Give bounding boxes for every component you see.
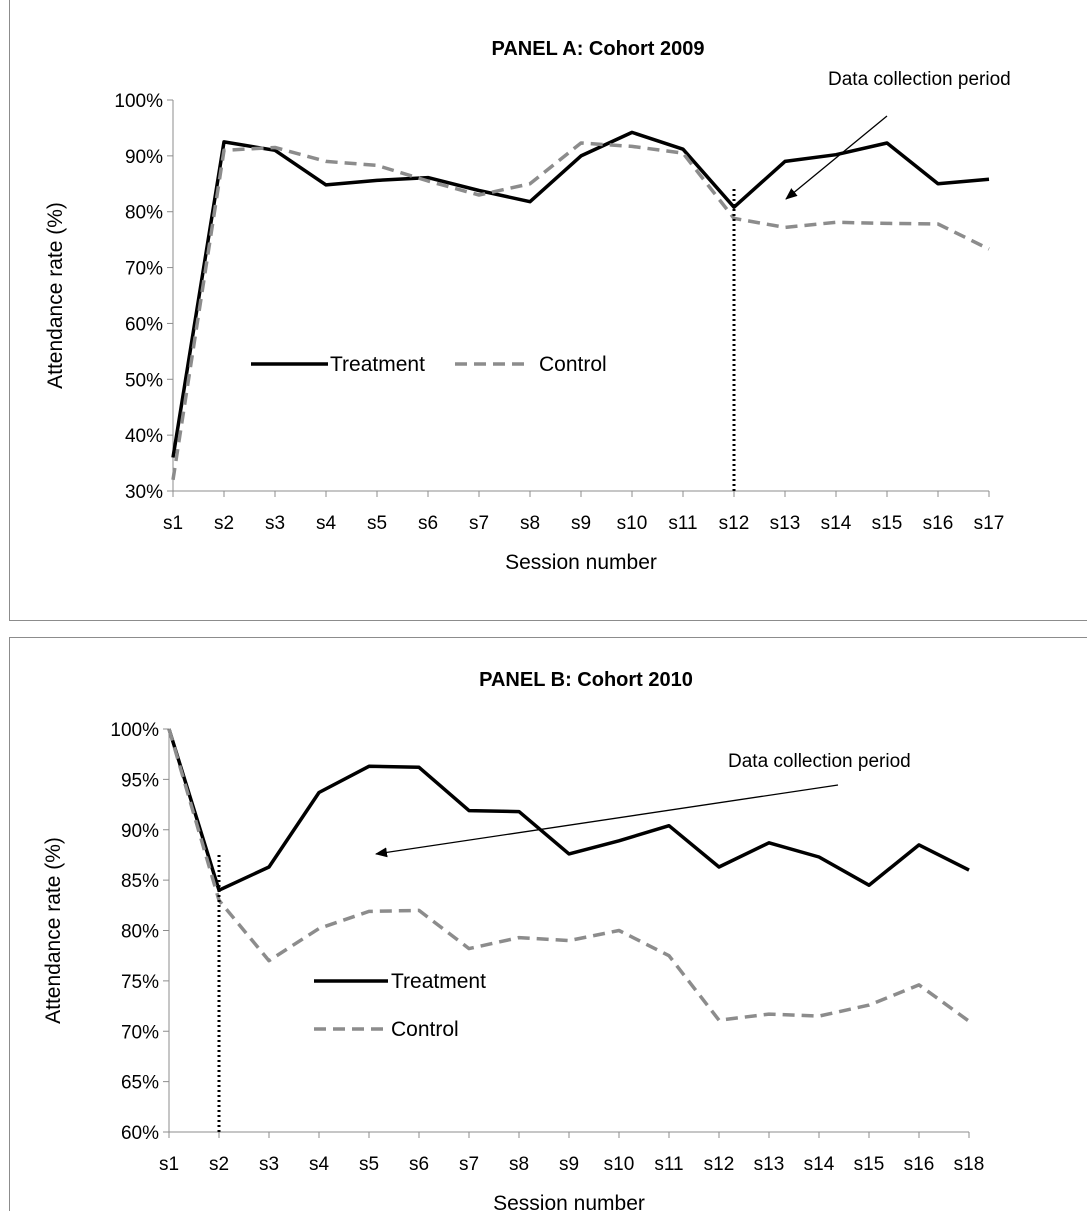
panel-b-x-tick-label: s9 — [559, 1154, 579, 1175]
panel-b-x-tick-label: s6 — [409, 1154, 429, 1175]
panel-b-x-tick-label: s13 — [754, 1154, 785, 1175]
panel-b-x-tick-label: s1 — [159, 1154, 179, 1175]
panel-a-x-tick-label: s14 — [821, 513, 852, 534]
panel-a-annotation-text: Data collection period — [828, 69, 1011, 90]
panel-b-x-tick-label: s18 — [954, 1154, 985, 1175]
panel-b-x-tick-label: s12 — [704, 1154, 735, 1175]
panel-a-y-tick-label: 60% — [125, 314, 163, 335]
panel-b-x-tick-label: s7 — [459, 1154, 479, 1175]
panel-b-x-tick-label: s10 — [604, 1154, 635, 1175]
panel-a-x-tick-label: s3 — [265, 513, 285, 534]
panel-a-y-tick-label: 70% — [125, 259, 163, 280]
panel-a-x-tick-label: s9 — [571, 513, 591, 534]
panel-a-x-tick-label: s13 — [770, 513, 801, 534]
panel-b-y-tick-label: 75% — [121, 972, 159, 993]
panel-b-x-tick-label: s3 — [259, 1154, 279, 1175]
panel-b-y-tick-label: 85% — [121, 871, 159, 892]
panel-b-y-tick-label: 65% — [121, 1073, 159, 1094]
panel-a-x-tick-label: s11 — [668, 513, 697, 534]
panel-a-y-tick-label: 40% — [125, 426, 163, 447]
panel-a-x-tick-label: s15 — [872, 513, 903, 534]
panel-b-y-tick-label: 90% — [121, 821, 159, 842]
panel-a: PANEL A: Cohort 2009 30% 40% 50% 60% 70% 80% 90… — [9, 0, 1087, 621]
panel-a-legend-treatment-label: Treatment — [330, 353, 425, 376]
panel-a-x-tick-label: s10 — [617, 513, 648, 534]
panel-b-x-tick-label: s11 — [654, 1154, 683, 1175]
panel-a-x-axis-title: Session number — [505, 551, 657, 574]
panel-b-x-axis-title: Session number — [493, 1192, 645, 1212]
panel-b-y-tick-label: 70% — [121, 1022, 159, 1043]
panel-a-series-control-line — [171, 141, 990, 481]
panel-a-y-tick-label: 30% — [125, 482, 163, 503]
panel-b-x-tick-label: s4 — [309, 1154, 330, 1175]
panel-b-y-tick-label: 100% — [110, 720, 159, 741]
panel-a-x-tick-label: s7 — [469, 513, 489, 534]
panel-b-annotation-arrow — [375, 784, 839, 858]
panel-a-y-axis-title: Attendance rate (%) — [44, 202, 67, 389]
panel-b-chart: PANEL B: Cohort 2010 60% 65% 70% 75% 80% 85% 90… — [42, 669, 985, 1212]
panel-a-x-tick-label: s5 — [367, 513, 387, 534]
panel-b-x-tick-label: s8 — [509, 1154, 529, 1175]
panel-a-series-treatment-line — [171, 130, 990, 458]
panel-a-x-tick-label: s8 — [520, 513, 540, 534]
panel-a-chart: PANEL A: Cohort 2009 30% 40% 50% 60% 70% 80% 90… — [44, 38, 1011, 574]
panel-a-y-tick-label: 90% — [125, 147, 163, 168]
panel-b-x-tick-label: s16 — [904, 1154, 935, 1175]
panel-a-y-tick-label: 80% — [125, 203, 163, 224]
panel-a-x-tick-label: s1 — [163, 513, 183, 534]
panel-b-legend-treatment-label: Treatment — [391, 970, 486, 993]
panel-a-x-tick-label: s6 — [418, 513, 438, 534]
panel-a-y-tick-label: 50% — [125, 370, 163, 391]
panel-b-series-treatment-line — [167, 728, 970, 892]
panel-b-series-control-line — [167, 728, 971, 1023]
panel-a-x-tick-label: s12 — [719, 513, 750, 534]
panel-b-annotation-text: Data collection period — [728, 751, 911, 772]
panel-b-x-tick-label: s14 — [804, 1154, 835, 1175]
panel-a-x-tick-label: s2 — [214, 513, 234, 534]
panel-a-y-tick-label: 100% — [114, 91, 163, 112]
panel-a-annotation-arrow — [785, 115, 888, 200]
panel-b-x-tick-label: s15 — [854, 1154, 885, 1175]
panel-b-y-axis-title: Attendance rate (%) — [42, 837, 65, 1024]
panel-b-x-tick-label: s5 — [359, 1154, 379, 1175]
panel-b-x-tick-label: s2 — [209, 1154, 229, 1175]
panel-b: PANEL B: Cohort 2010 60% 65% 70% 75% 80% 85% 90… — [9, 637, 1087, 1212]
panel-a-x-tick-label: s4 — [316, 513, 337, 534]
panel-b-y-tick-label: 95% — [121, 770, 159, 791]
panel-a-legend-control-label: Control — [539, 353, 607, 376]
panel-a-title: PANEL A: Cohort 2009 — [492, 38, 705, 60]
panel-a-x-tick-label: s16 — [923, 513, 954, 534]
panel-b-y-tick-label: 60% — [121, 1123, 159, 1144]
panel-b-title: PANEL B: Cohort 2010 — [479, 669, 693, 691]
panel-b-y-tick-label: 80% — [121, 922, 159, 943]
panel-a-x-tick-label: s17 — [974, 513, 1005, 534]
panel-b-legend-control-label: Control — [391, 1018, 459, 1041]
